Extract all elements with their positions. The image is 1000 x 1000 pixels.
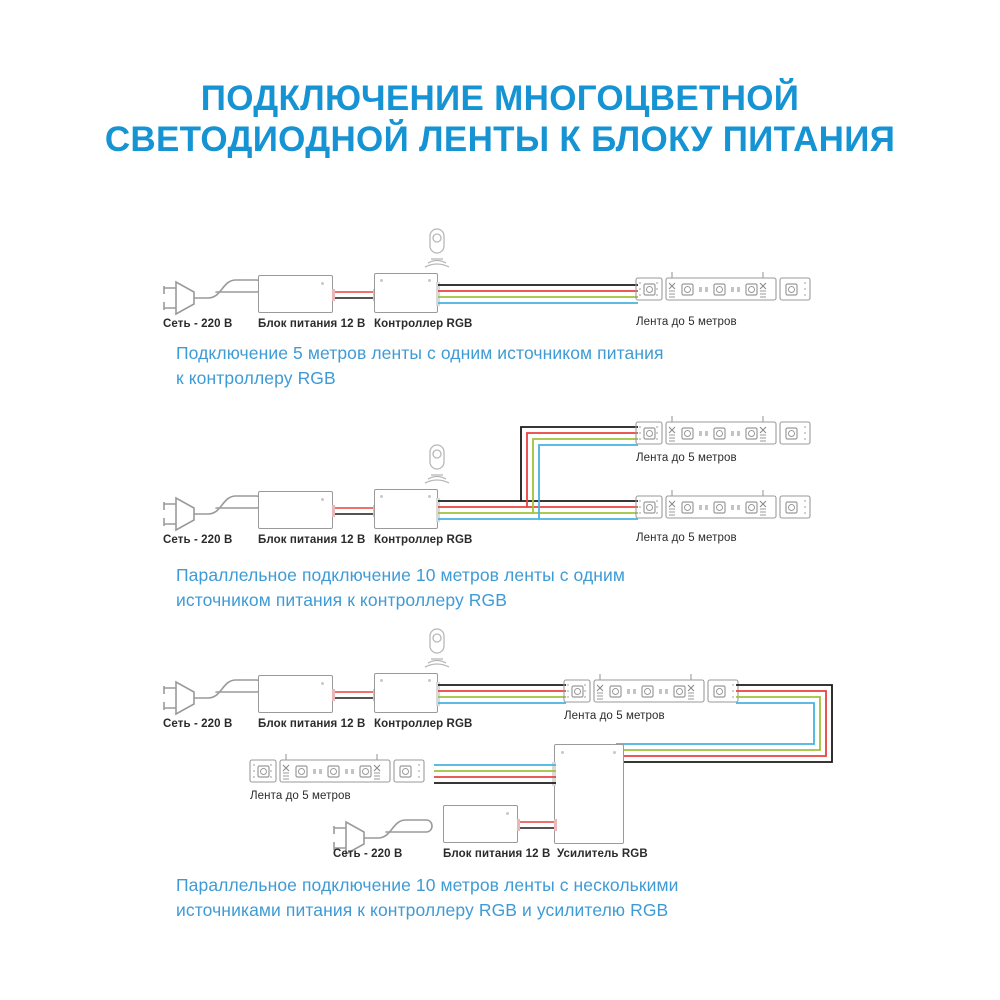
screw-icon <box>613 751 616 754</box>
controller-box <box>374 673 438 713</box>
screw-icon <box>321 682 324 685</box>
rgb-remote-icon <box>424 628 450 668</box>
screw-icon <box>380 495 383 498</box>
caption-line-2: источником питания к контроллеру RGB <box>176 590 507 610</box>
screw-icon <box>428 679 431 682</box>
led-strip <box>563 674 739 703</box>
controller-box <box>374 273 438 313</box>
diagram-2-caption: Параллельное подключение 10 метров ленты… <box>176 563 625 613</box>
led-strip <box>635 490 811 519</box>
label-strip: Лента до 5 метров <box>564 710 665 722</box>
label-strip: Лента до 5 метров <box>636 316 737 328</box>
label-controller: Контроллер RGB <box>374 318 473 330</box>
label-strip: Лента до 5 метров <box>636 452 737 464</box>
label-psu: Блок питания 12 В <box>443 848 551 860</box>
screw-icon <box>321 498 324 501</box>
caption-line-1: Параллельное подключение 10 метров ленты… <box>176 565 626 585</box>
label-psu: Блок питания 12 В <box>258 718 366 730</box>
screw-icon <box>321 282 324 285</box>
caption-line-1: Параллельное подключение 10 метров ленты… <box>176 875 679 895</box>
label-psu: Блок питания 12 В <box>258 318 366 330</box>
page-title-line-2: СВЕТОДИОДНОЙ ЛЕНТЫ К БЛОКУ ПИТАНИЯ <box>104 120 896 159</box>
label-strip: Лента до 5 метров <box>250 790 351 802</box>
screw-icon <box>380 679 383 682</box>
mains-plug-icon <box>163 679 263 716</box>
wire-amplifier-to-strip <box>434 762 556 786</box>
diagram-1-caption: Подключение 5 метров ленты с одним источ… <box>176 341 664 391</box>
label-amplifier: Усилитель RGB <box>557 848 648 860</box>
rgb-remote-icon <box>424 444 450 484</box>
wire-psu-to-controller <box>332 289 376 301</box>
psu-box <box>258 675 333 713</box>
mains-plug-icon <box>163 495 263 532</box>
controller-box <box>374 489 438 529</box>
screw-icon <box>428 279 431 282</box>
screw-icon <box>561 751 564 754</box>
rgb-remote-icon <box>424 228 450 268</box>
label-mains: Сеть - 220 В <box>163 718 233 730</box>
screw-icon <box>380 279 383 282</box>
wire-bus-parallel <box>436 426 638 522</box>
wire-loop-to-amplifier <box>616 684 833 763</box>
psu-box <box>258 275 333 313</box>
label-controller: Контроллер RGB <box>374 718 473 730</box>
screw-icon <box>506 812 509 815</box>
diagram-3-caption: Параллельное подключение 10 метров ленты… <box>176 873 679 923</box>
wire-controller-to-strip <box>436 682 566 706</box>
amplifier-box <box>554 744 624 844</box>
led-strip <box>635 272 811 301</box>
wire-psu-to-amplifier <box>517 819 557 831</box>
page-title-line-1: ПОДКЛЮЧЕНИЕ МНОГОЦВЕТНОЙ <box>200 79 800 118</box>
mains-plug-icon <box>163 279 263 316</box>
caption-line-2: источниками питания к контроллеру RGB и … <box>176 900 669 920</box>
caption-line-1: Подключение 5 метров ленты с одним источ… <box>176 343 664 363</box>
wire-controller-to-strip <box>436 282 638 306</box>
label-mains: Сеть - 220 В <box>163 534 233 546</box>
mains-plug-icon <box>333 819 433 856</box>
label-mains: Сеть - 220 В <box>163 318 233 330</box>
label-psu: Блок питания 12 В <box>258 534 366 546</box>
page-title: ПОДКЛЮЧЕНИЕ МНОГОЦВЕТНОЙ СВЕТОДИОДНОЙ ЛЕ… <box>0 78 1000 160</box>
wire-psu-to-controller <box>332 505 376 517</box>
led-strip <box>635 416 811 445</box>
screw-icon <box>428 495 431 498</box>
label-controller: Контроллер RGB <box>374 534 473 546</box>
label-strip: Лента до 5 метров <box>636 532 737 544</box>
psu-box <box>258 491 333 529</box>
caption-line-2: к контроллеру RGB <box>176 368 336 388</box>
label-mains: Сеть - 220 В <box>333 848 403 860</box>
psu-box <box>443 805 518 843</box>
led-strip <box>249 754 425 783</box>
wire-psu-to-controller <box>332 689 376 701</box>
